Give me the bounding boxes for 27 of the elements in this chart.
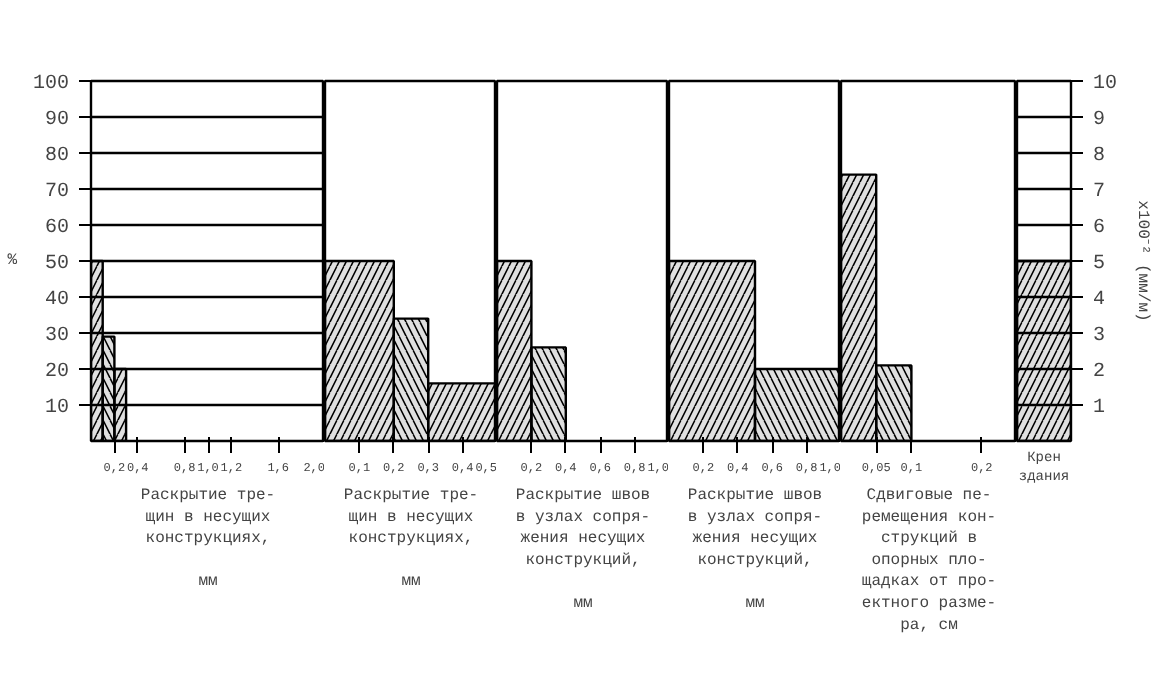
- y-axis-title: %: [7, 252, 18, 270]
- y-tick-label: 10: [1093, 74, 1118, 96]
- y-tick-label: 6: [1093, 218, 1106, 240]
- y-tick-label: 9: [1093, 110, 1106, 132]
- y-tick-label: 60: [45, 218, 70, 240]
- y-tick-label: 100: [32, 74, 70, 96]
- text: Раскрытие тре- щин в несущих конструкциях, мм: [140, 487, 276, 592]
- y-tick-label: 50: [45, 254, 70, 276]
- y-tick-label: 3: [1093, 326, 1106, 348]
- text: Раскрытие тре- щин в несущих конструкциях, мм: [343, 487, 479, 592]
- y-tick-label: 90: [45, 110, 70, 132]
- y-tick-label: 7: [1093, 182, 1106, 204]
- y-tick-label: 4: [1093, 290, 1106, 312]
- x-axis-title: Сдвиговые пе- ремещения кон- струкций в опорных пло- щадках от про- ектного разме- ра, см: [861, 487, 997, 635]
- y-tick-label: 70: [45, 182, 70, 204]
- y-tick-label: 2: [1093, 362, 1106, 384]
- y-tick-label: 40: [45, 290, 70, 312]
- y-tick-label: 8: [1093, 146, 1106, 168]
- text: Раскрытие швов в узлах сопря- жения несущих конструкций, мм: [687, 487, 823, 613]
- text: Раскрытие швов в узлах сопря- жения несущих конструкций, мм: [515, 487, 651, 613]
- y-tick-label: 5: [1093, 254, 1106, 276]
- y-tick-label: 20: [45, 362, 70, 384]
- y-axis-title: x100⁻² (мм/м): [1133, 200, 1151, 322]
- y-tick-label: 80: [45, 146, 70, 168]
- y-tick-label: 30: [45, 326, 70, 348]
- y-tick-label: 10: [45, 398, 70, 420]
- y-tick-label: 1: [1093, 398, 1106, 420]
